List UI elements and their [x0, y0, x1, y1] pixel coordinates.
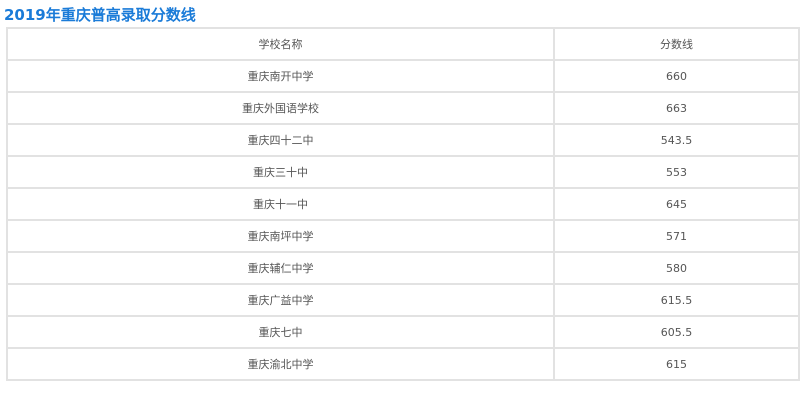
- table-row: 重庆外国语学校 663: [6, 91, 800, 125]
- header-school-name: 学校名称: [6, 27, 555, 61]
- table-row: 重庆十一中 645: [6, 187, 800, 221]
- table-row: 重庆四十二中 543.5: [6, 123, 800, 157]
- table-row: 重庆七中 605.5: [6, 315, 800, 349]
- score-cell: 645: [553, 187, 800, 221]
- school-name-cell: 重庆南坪中学: [6, 219, 555, 253]
- score-cell: 543.5: [553, 123, 800, 157]
- score-cell: 660: [553, 59, 800, 93]
- score-cell: 571: [553, 219, 800, 253]
- school-name-cell: 重庆广益中学: [6, 283, 555, 317]
- school-name-cell: 重庆南开中学: [6, 59, 555, 93]
- table-row: 重庆辅仁中学 580: [6, 251, 800, 285]
- score-cell: 553: [553, 155, 800, 189]
- school-name-cell: 重庆三十中: [6, 155, 555, 189]
- table-header-row: 学校名称 分数线: [6, 27, 800, 61]
- table-row: 重庆渝北中学 615: [6, 347, 800, 381]
- school-name-cell: 重庆辅仁中学: [6, 251, 555, 285]
- score-table: 学校名称 分数线 重庆南开中学 660 重庆外国语学校 663 重庆四十二中 543.5 重…: [6, 27, 800, 381]
- table-row: 重庆广益中学 615.5: [6, 283, 800, 317]
- school-name-cell: 重庆外国语学校: [6, 91, 555, 125]
- table-row: 重庆南开中学 660: [6, 59, 800, 93]
- table-row: 重庆三十中 553: [6, 155, 800, 189]
- school-name-cell: 重庆四十二中: [6, 123, 555, 157]
- school-name-cell: 重庆十一中: [6, 187, 555, 221]
- page-title: 2019年重庆普高录取分数线: [4, 6, 196, 24]
- score-cell: 580: [553, 251, 800, 285]
- score-cell: 615.5: [553, 283, 800, 317]
- header-score: 分数线: [553, 27, 800, 61]
- score-cell: 605.5: [553, 315, 800, 349]
- school-name-cell: 重庆七中: [6, 315, 555, 349]
- table-row: 重庆南坪中学 571: [6, 219, 800, 253]
- score-cell: 615: [553, 347, 800, 381]
- school-name-cell: 重庆渝北中学: [6, 347, 555, 381]
- score-cell: 663: [553, 91, 800, 125]
